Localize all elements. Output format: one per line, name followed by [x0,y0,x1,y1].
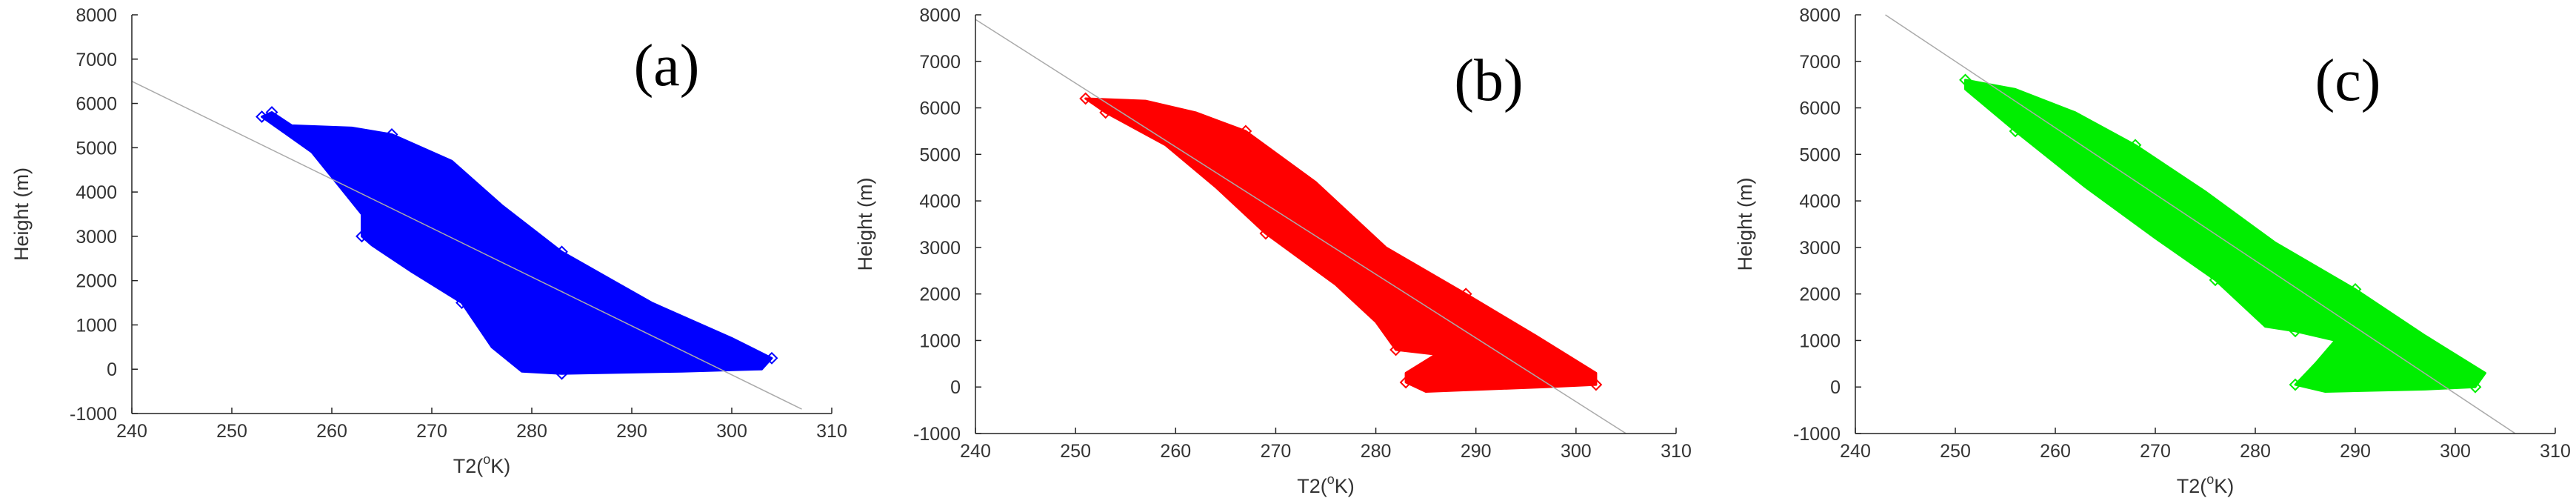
y-tick-label: 3000 [919,238,961,259]
x-tick-label: 250 [1060,441,1091,462]
y-axis-title: Height (m) [854,177,876,270]
scatter-point [2009,124,2022,138]
regression-line [1885,14,2516,434]
x-tick-label: 260 [316,421,347,442]
y-tick-label: 0 [950,377,961,398]
y-tick-label: 1000 [76,315,117,336]
scatter-point [555,367,568,380]
panel-label: (c) [2315,48,2381,113]
scatter-point [356,230,368,243]
x-tick-label: 310 [816,421,847,442]
y-tick-label: 3000 [76,227,117,248]
y-tick-label: 1000 [919,331,961,351]
scatter-point [1459,288,1472,301]
x-tick-label: 270 [2140,441,2171,462]
x-axis-title: T2(oK) [2177,472,2235,497]
x-tick-label: 270 [1261,441,1292,462]
y-tick-label: 5000 [919,145,961,165]
y-tick-label: -1000 [70,404,117,425]
y-axis-title: Height (m) [10,167,33,261]
y-tick-label: 3000 [1799,238,1841,259]
y-tick-label: 7000 [76,50,117,70]
y-tick-label: 4000 [919,191,961,212]
x-tick-label: 250 [1940,441,1971,462]
scatter-point [1389,343,1403,356]
scatter-point [2129,139,2142,152]
y-tick-label: 0 [107,359,117,380]
panel-2: 240 250 260 270 280 290 300 310 -1000 0 1000 2000 30… [854,5,1692,497]
x-tick-label: 270 [416,421,447,442]
x-tick-label: 240 [960,441,991,462]
x-tick-label: 300 [1561,441,1592,462]
y-axis-title: Height (m) [1734,177,1756,270]
panel-label: (a) [634,33,700,99]
y-tick-label: 8000 [76,5,117,26]
y-tick-label: -1000 [1793,424,1841,445]
y-tick-label: 6000 [76,94,117,115]
x-tick-label: 290 [1461,441,1492,462]
x-tick-label: 280 [1361,441,1392,462]
scatter-point [1099,106,1112,119]
y-tick-label: -1000 [913,424,961,445]
scatter-point [2349,282,2362,296]
scatter-point [555,245,568,259]
y-tick-label: 4000 [1799,191,1841,212]
y-tick-label: 8000 [1799,5,1841,26]
x-axis-title: T2(oK) [1297,472,1355,497]
x-tick-label: 290 [2340,441,2371,462]
scatter-point [2289,325,2302,338]
x-tick-label: 310 [1661,441,1692,462]
x-tick-label: 240 [116,421,147,442]
y-tick-label: 7000 [919,52,961,73]
y-tick-label: 1000 [1799,331,1841,351]
scatter-point [2209,273,2222,287]
y-tick-label: 5000 [1799,145,1841,165]
x-tick-label: 280 [516,421,547,442]
y-tick-label: 4000 [76,182,117,203]
y-tick-label: 0 [1830,377,1841,398]
regression-line [975,19,1626,434]
scatter-point [256,110,268,123]
x-tick-label: 250 [216,421,247,442]
scatter-cloud [1084,97,1598,393]
scatter-point [765,351,778,365]
regression-line [131,80,802,410]
y-tick-label: 2000 [1799,285,1841,305]
panel-label: (b) [1454,48,1523,113]
scatter-point [1239,124,1252,138]
scatter-point [2469,380,2482,394]
x-tick-label: 260 [2040,441,2071,462]
panel-3: 240 250 260 270 280 290 300 310 -1000 0 1000 2000 30… [1734,5,2571,497]
x-axis-title: T2(oK) [453,452,511,477]
x-tick-label: 240 [1840,441,1871,462]
y-tick-label: 7000 [1799,52,1841,73]
x-tick-label: 300 [716,421,747,442]
scatter-cloud [1964,79,2486,393]
x-tick-label: 280 [2240,441,2271,462]
scatter-point [385,127,398,141]
scatter-point [1589,378,1603,391]
y-tick-label: 6000 [919,99,961,119]
scatter-point [2289,378,2302,391]
y-tick-label: 2000 [919,285,961,305]
panel-1: 240 250 260 270 280 290 300 310 -1000 0 1000 2000 30… [10,5,847,477]
scatter-point [1959,73,1972,87]
scatter-point [265,106,278,119]
x-tick-label: 260 [1160,441,1191,462]
scatter-point [456,296,468,309]
x-tick-label: 290 [616,421,647,442]
y-tick-label: 6000 [1799,99,1841,119]
scatter-point [1079,92,1092,105]
scatter-point [1399,376,1412,389]
scatter-point [1259,227,1272,240]
x-tick-label: 300 [2440,441,2471,462]
scatter-cloud [261,111,773,375]
y-tick-label: 2000 [76,271,117,292]
y-tick-label: 5000 [76,138,117,159]
y-tick-label: 8000 [919,5,961,26]
x-tick-label: 310 [2540,441,2571,462]
